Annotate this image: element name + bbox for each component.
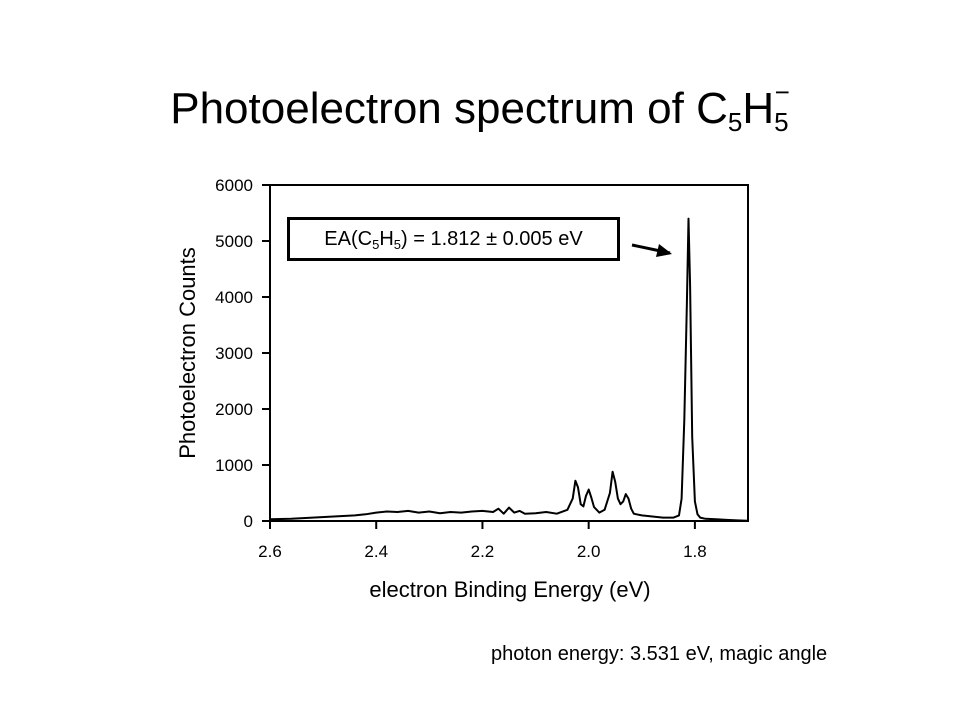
annotation-text: EA(C	[324, 228, 373, 250]
x-tick-label: 2.4	[364, 542, 388, 561]
y-tick-label: 2000	[215, 400, 253, 419]
x-axis-label: electron Binding Energy (eV)	[369, 577, 651, 602]
title-text: Photoelectron spectrum of C	[170, 84, 728, 133]
slide-title: Photoelectron spectrum of C5H5−	[0, 62, 960, 152]
annotation-arrowhead	[656, 244, 672, 257]
annotation-value: ) = 1.812 ± 0.005 eV	[401, 228, 583, 250]
y-tick-label: 3000	[215, 344, 253, 363]
annotation-subscript: 5	[372, 237, 380, 252]
x-tick-label: 2.0	[577, 542, 601, 561]
annotation-subscript: 5	[393, 237, 402, 252]
y-tick-label: 1000	[215, 456, 253, 475]
y-axis: 0 1000 2000 3000 4000 5000 6000	[215, 176, 270, 531]
title-superscript: −	[774, 77, 790, 107]
spectrum-line	[269, 217, 749, 522]
title-subscript: 5	[774, 107, 789, 137]
ea-annotation: EA(C5H5) = 1.812 ± 0.005 eV	[287, 217, 620, 261]
y-tick-label: 6000	[215, 176, 253, 195]
y-axis-label: Photoelectron Counts	[175, 247, 200, 459]
y-tick-label: 5000	[215, 232, 253, 251]
x-tick-label: 2.6	[258, 542, 282, 561]
x-axis: 2.6 2.4 2.2 2.0 1.8	[258, 521, 707, 561]
y-tick-label: 4000	[215, 288, 253, 307]
x-tick-label: 1.8	[683, 542, 707, 561]
photon-energy-note: photon energy: 3.531 eV, magic angle	[491, 643, 828, 665]
y-tick-label: 0	[244, 512, 253, 531]
title-subscript: 5	[727, 107, 743, 137]
x-tick-label: 2.2	[471, 542, 495, 561]
annotation-text-h: H	[379, 228, 394, 250]
title-text-h: H	[742, 84, 775, 133]
